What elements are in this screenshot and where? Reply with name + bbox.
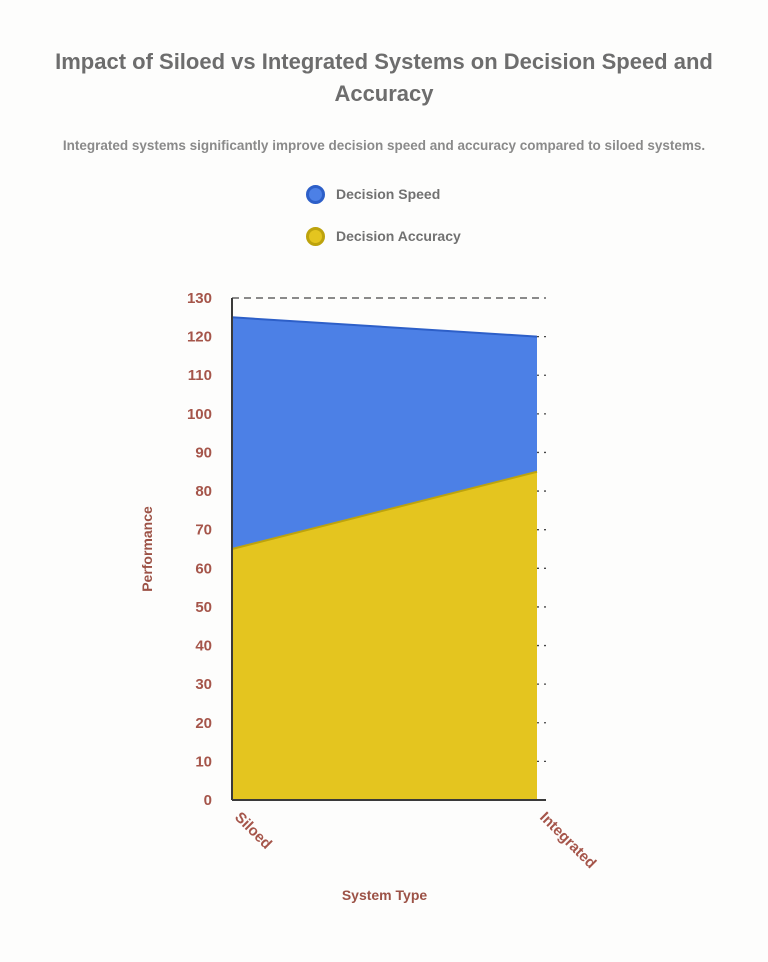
chart-subtitle: Integrated systems significantly improve… bbox=[62, 138, 706, 153]
y-tick-label: 70 bbox=[195, 522, 212, 539]
y-tick-label: 0 bbox=[204, 792, 212, 809]
area-decision-accuracy bbox=[232, 471, 537, 800]
legend-dot-decision-speed-icon bbox=[306, 184, 325, 204]
legend-label: Decision Speed bbox=[336, 186, 441, 202]
chart-title: Impact of Siloed vs Integrated Systems o… bbox=[55, 49, 713, 106]
legend-item-decision-accuracy: Decision Accuracy bbox=[306, 224, 461, 248]
y-tick-label: 50 bbox=[195, 599, 212, 616]
x-axis-title: System Type bbox=[342, 887, 428, 903]
x-category-label: Integrated bbox=[536, 809, 599, 872]
line-decision-speed bbox=[231, 316, 538, 338]
y-tick-label: 40 bbox=[195, 638, 212, 655]
y-tick-label: 80 bbox=[195, 483, 212, 500]
y-tick-label: 120 bbox=[187, 329, 212, 346]
y-axis-title: Performance bbox=[140, 506, 155, 592]
y-tick-label: 110 bbox=[188, 367, 212, 384]
y-tick-label: 130 bbox=[187, 290, 212, 307]
y-tick-label: 100 bbox=[187, 406, 212, 423]
line-decision-accuracy bbox=[231, 470, 538, 550]
legend-dot-decision-accuracy-icon bbox=[306, 226, 325, 246]
y-tick-label: 20 bbox=[195, 715, 212, 732]
y-tick-label: 60 bbox=[195, 560, 212, 577]
y-tick-label: 10 bbox=[195, 753, 212, 770]
legend-item-decision-speed: Decision Speed bbox=[306, 182, 461, 206]
y-tick-label: 30 bbox=[195, 676, 212, 693]
chart-svg: 0 10 20 30 40 50 60 70 80 90 100 110 120 130 Siloed Int… bbox=[140, 290, 599, 903]
legend-label: Decision Accuracy bbox=[336, 228, 461, 244]
y-tick-label: 90 bbox=[195, 444, 212, 461]
legend: Decision Speed Decision Accuracy bbox=[306, 182, 461, 266]
x-category-label: Siloed bbox=[231, 809, 275, 853]
